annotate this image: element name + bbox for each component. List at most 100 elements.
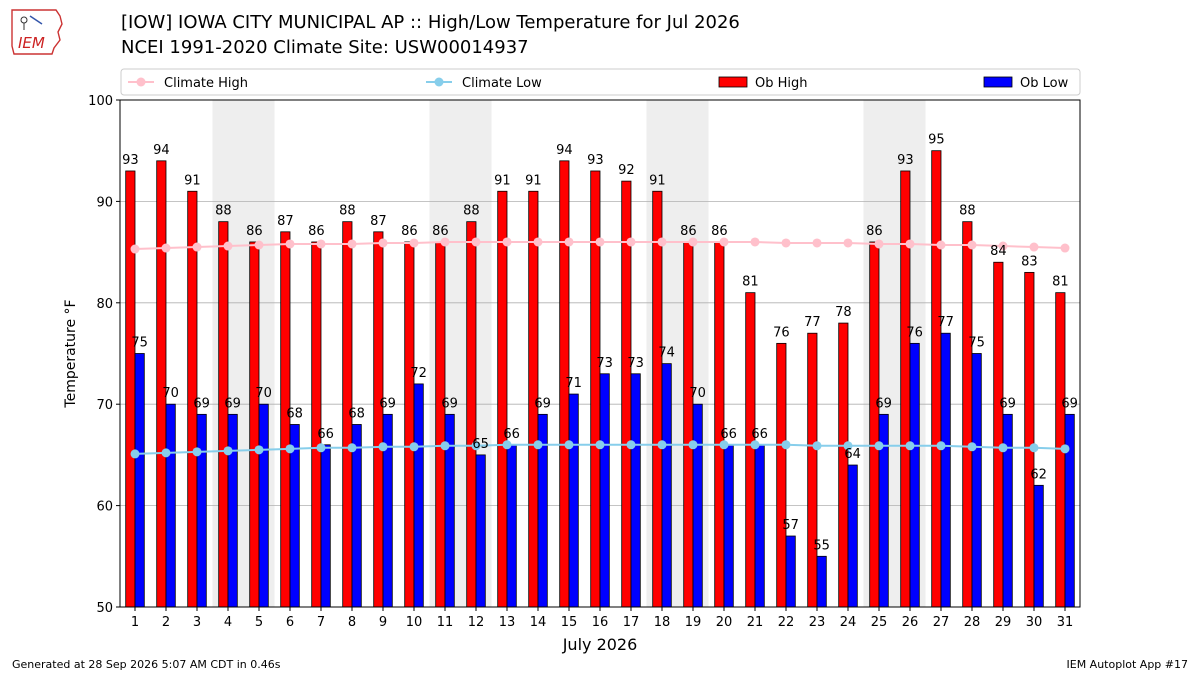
x-tick-label: 25 [871,615,888,630]
x-tick-label: 30 [1026,615,1043,630]
climate-high-point [347,239,357,249]
ob-high-bar [900,170,911,608]
legend-box [120,68,1081,96]
climate-high-point [440,237,450,247]
ob-high-label: 86 [246,224,263,239]
climate-high-point [874,239,884,249]
ob-low-label: 66 [720,427,737,442]
ob-high-bar [156,160,167,608]
climate-high-point [533,237,543,247]
x-tick-label: 23 [809,615,826,630]
y-tick-label: 90 [96,195,113,210]
x-tick-label: 1 [131,615,139,630]
x-tick-label: 28 [964,615,981,630]
climate-low-point [378,442,388,452]
ob-high-label: 91 [184,173,201,188]
climate-low-point [626,440,636,450]
ob-high-label: 87 [277,214,294,229]
ob-low-label: 64 [844,447,861,462]
generated-timestamp: Generated at 28 Sep 2026 5:07 AM CDT in … [12,658,281,671]
x-tick-label: 12 [468,615,485,630]
ob-low-label: 57 [782,518,799,533]
ob-low-bar [1033,484,1044,608]
ob-low-label: 69 [441,396,458,411]
ob-high-label: 94 [556,143,573,158]
ob-low-bar [940,332,951,608]
climate-high-point [688,237,698,247]
ob-low-label: 73 [627,356,644,371]
ob-high-label: 91 [525,173,542,188]
ob-low-bar [568,393,579,608]
climate-low-point [998,443,1008,453]
ob-high-bar [249,241,260,608]
ob-high-bar [373,231,384,608]
ob-low-bar [413,383,424,608]
ob-low-label: 75 [968,336,985,351]
ob-high-label: 92 [618,163,635,178]
ob-high-label: 88 [339,204,356,219]
x-tick-label: 11 [437,615,454,630]
climate-high-point [936,240,946,250]
climate-low-point [347,443,357,453]
ob-low-bar [816,555,827,608]
ob-high-label: 81 [1052,275,1069,290]
x-tick-label: 16 [592,615,609,630]
ob-high-bar [931,150,942,608]
ob-low-label: 69 [1061,396,1078,411]
ob-low-bar [506,444,517,608]
ob-low-label: 76 [906,325,923,340]
ob-high-bar [714,241,725,608]
ob-high-label: 77 [804,315,821,330]
x-tick-label: 31 [1057,615,1074,630]
ob-low-bar [1002,413,1013,608]
x-tick-label: 9 [379,615,387,630]
ob-high-bar [807,332,818,608]
ob-low-bar [475,454,486,608]
legend-swatch-marker [434,77,444,87]
climate-high-point [285,239,295,249]
x-tick-label: 19 [685,615,702,630]
climate-high-point [130,244,140,254]
ob-low-label: 73 [596,356,613,371]
x-tick-label: 6 [286,615,294,630]
climate-high-point [812,238,822,248]
ob-low-bar [1064,413,1075,608]
ob-low-bar [320,444,331,608]
climate-high-point [595,237,605,247]
ob-low-label: 68 [348,406,365,421]
ob-high-label: 86 [711,224,728,239]
climate-low-point [781,440,791,450]
climate-low-point [285,444,295,454]
climate-high-point [626,237,636,247]
x-axis-label: July 2026 [562,635,638,654]
legend-label: Ob Low [1020,76,1069,91]
climate-high-point [161,243,171,253]
ob-high-bar [683,241,694,608]
ob-high-label: 86 [432,224,449,239]
x-tick-label: 18 [654,615,671,630]
climate-high-point [192,242,202,252]
ob-low-label: 70 [255,386,272,401]
climate-low-point [936,441,946,451]
x-tick-label: 8 [348,615,356,630]
climate-high-point [843,238,853,248]
plot-frame [119,99,1081,608]
ob-low-bar [599,373,610,608]
ob-high-label: 86 [680,224,697,239]
climate-high-point [471,237,481,247]
climate-low-point [719,440,729,450]
climate-low-point [657,440,667,450]
ob-high-label: 88 [959,204,976,219]
ob-low-label: 75 [131,336,148,351]
ob-high-label: 88 [215,204,232,219]
ob-high-bar [838,322,849,608]
x-tick-label: 3 [193,615,201,630]
ob-high-bar [993,261,1004,608]
y-tick-label: 50 [96,601,113,616]
chart-subtitle: NCEI 1991-2020 Climate Site: USW00014937 [121,37,529,58]
ob-low-label: 69 [193,396,210,411]
ob-high-bar [311,241,322,608]
legend-label: Climate Low [462,76,542,91]
climate-low-point [192,447,202,457]
ob-high-bar [497,190,508,608]
